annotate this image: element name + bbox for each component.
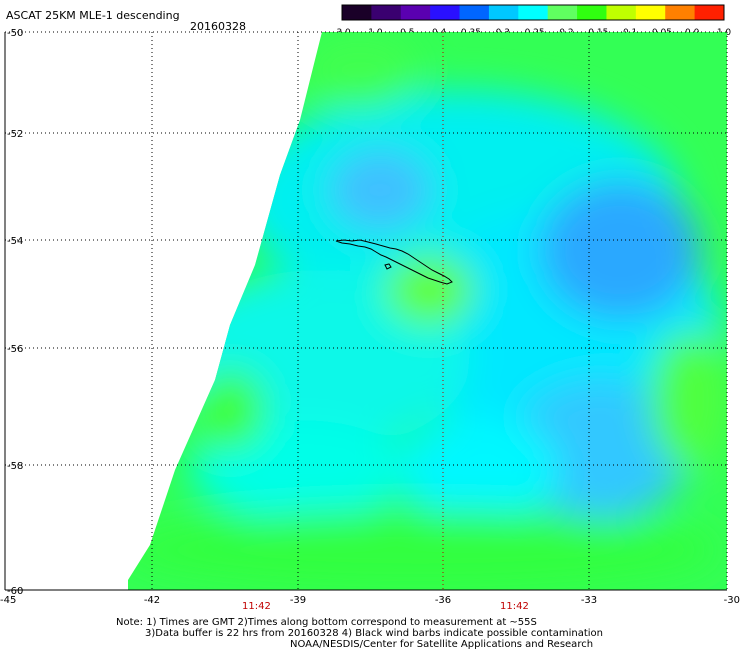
longitude-label: -36: [435, 595, 451, 606]
latitude-label: -56: [7, 344, 23, 355]
colorbar-swatch: [694, 5, 725, 20]
colorbar-frame: [341, 4, 725, 21]
colorbar-swatch: [400, 5, 431, 20]
longitude-label: -33: [581, 595, 597, 606]
south-georgia-coastline: [335, 239, 453, 285]
colorbar-swatch: [577, 5, 607, 20]
map-title: ASCAT 25KM MLE-1 descending: [6, 9, 180, 22]
longitude-label: -39: [290, 595, 306, 606]
colorbar-swatch: [665, 5, 696, 20]
footer-note-2: 3)Data buffer is 22 hrs from 20160328 4)…: [145, 628, 603, 639]
latitude-label: -58: [7, 461, 23, 472]
time-label-2: 11:42: [500, 601, 529, 612]
colorbar-swatch: [635, 5, 666, 20]
coastline-islet: [384, 263, 392, 270]
colorbar-swatch: [547, 5, 578, 20]
latitude-label: -54: [7, 236, 23, 247]
latitude-label: -52: [7, 129, 23, 140]
longitude-label: -30: [724, 595, 740, 606]
colorbar-swatch: [518, 5, 549, 20]
footer-note-3: NOAA/NESDIS/Center for Satellite Applica…: [290, 639, 594, 650]
colorbar-swatch: [371, 5, 402, 20]
time-label-1: 11:42: [242, 601, 271, 612]
colorbar-swatch: [342, 5, 372, 20]
longitude-label: -45: [0, 595, 16, 606]
latitude-label: -50: [7, 28, 23, 39]
colorbar-swatch: [488, 5, 519, 20]
colorbar-swatch: [606, 5, 637, 20]
colorbar-swatch: [459, 5, 490, 20]
latitude-label: -60: [7, 586, 23, 597]
map-date: 20160328: [190, 20, 246, 33]
footer-note-1: Note: 1) Times are GMT 2)Times along bot…: [116, 617, 537, 628]
longitude-label: -42: [144, 595, 160, 606]
colorbar-swatch: [430, 5, 461, 20]
